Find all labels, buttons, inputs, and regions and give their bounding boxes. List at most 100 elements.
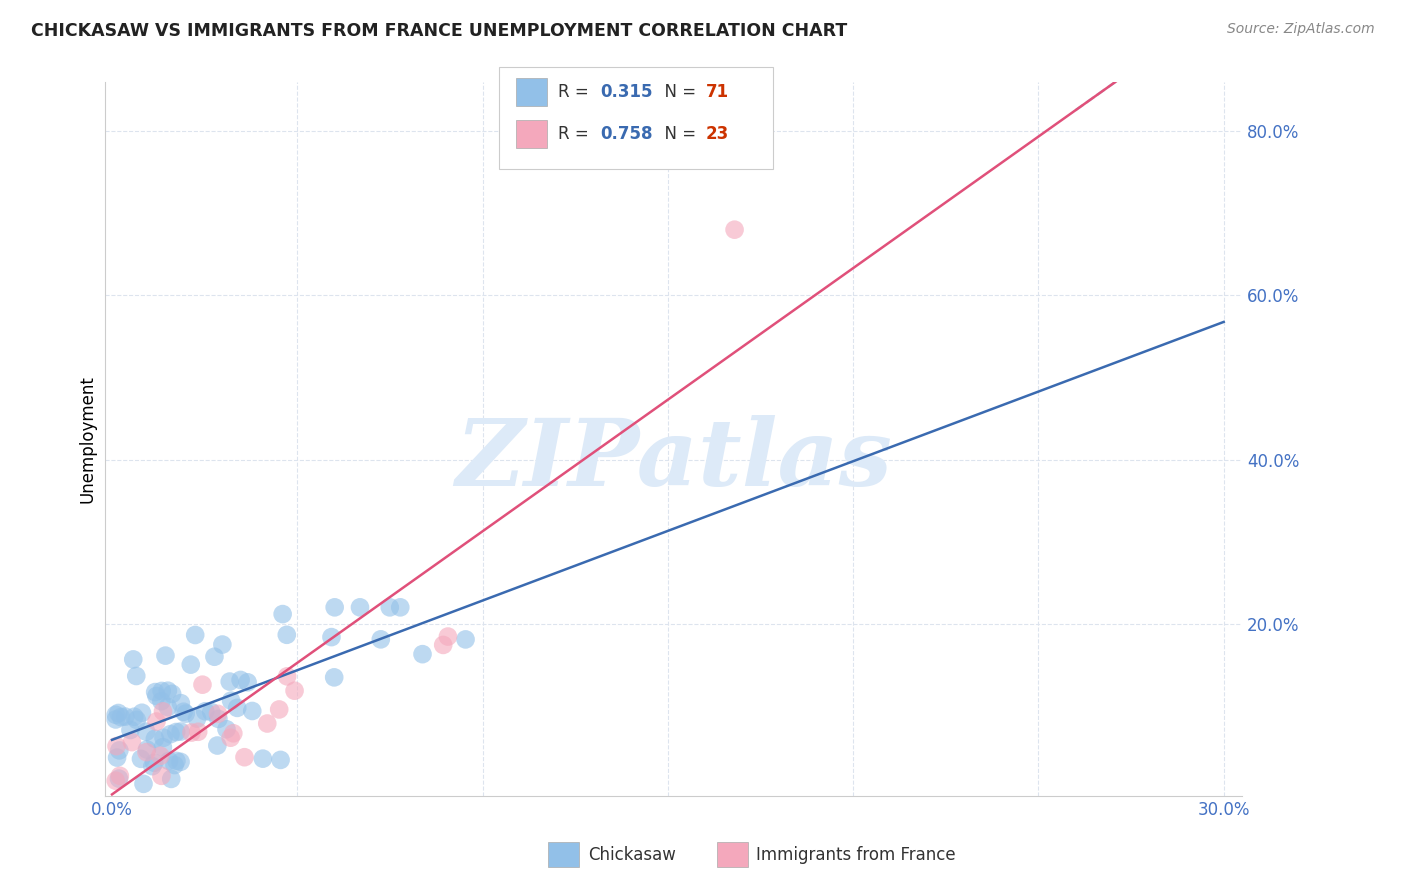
Point xyxy=(132,777,155,791)
Text: CHICKASAW VS IMMIGRANTS FROM FRANCE UNEMPLOYMENT CORRELATION CHART: CHICKASAW VS IMMIGRANTS FROM FRANCE UNEM… xyxy=(31,22,848,40)
Point xyxy=(215,723,238,737)
Point xyxy=(157,754,180,768)
Point xyxy=(276,669,298,683)
Point xyxy=(131,706,153,720)
Point xyxy=(159,727,181,741)
Point xyxy=(270,753,292,767)
Text: 23: 23 xyxy=(706,125,730,143)
Text: Immigrants from France: Immigrants from France xyxy=(756,846,956,863)
Point xyxy=(135,724,157,739)
Point xyxy=(226,701,249,715)
Point xyxy=(184,628,207,642)
Point xyxy=(104,707,127,722)
Point xyxy=(104,773,127,788)
Point xyxy=(107,706,129,720)
Point xyxy=(170,696,193,710)
Point xyxy=(191,678,214,692)
Point xyxy=(187,724,209,739)
Point xyxy=(218,674,240,689)
Point xyxy=(152,740,174,755)
Text: 0.315: 0.315 xyxy=(600,83,652,101)
Point xyxy=(186,712,208,726)
Point xyxy=(165,725,187,739)
Text: R =: R = xyxy=(558,125,595,143)
Point xyxy=(229,673,252,687)
Point xyxy=(200,705,222,719)
Point xyxy=(105,750,128,764)
Text: 0.758: 0.758 xyxy=(600,125,652,143)
Point xyxy=(219,731,242,745)
Point xyxy=(207,712,229,726)
Point xyxy=(269,702,291,716)
Point xyxy=(120,723,142,737)
Text: N =: N = xyxy=(654,125,702,143)
Point xyxy=(141,759,163,773)
Point xyxy=(104,713,127,727)
Point xyxy=(169,755,191,769)
Point xyxy=(110,710,132,724)
Point xyxy=(136,742,159,756)
Point xyxy=(211,638,233,652)
Point xyxy=(271,607,294,621)
Point xyxy=(129,752,152,766)
Point xyxy=(207,739,229,753)
Point xyxy=(236,675,259,690)
Point xyxy=(219,693,242,707)
Point xyxy=(256,716,278,731)
Point xyxy=(156,700,179,714)
Point xyxy=(389,600,412,615)
Point xyxy=(323,600,346,615)
Point xyxy=(454,632,477,647)
Point xyxy=(125,669,148,683)
Point xyxy=(105,739,128,753)
Point xyxy=(114,709,136,723)
Point xyxy=(108,769,131,783)
Point xyxy=(135,745,157,759)
Point xyxy=(143,685,166,699)
Point xyxy=(432,638,454,652)
Point xyxy=(437,630,460,644)
Text: N =: N = xyxy=(654,83,702,101)
Point xyxy=(180,657,202,672)
Point xyxy=(174,706,197,721)
Point xyxy=(173,705,195,719)
Point xyxy=(165,754,187,768)
Point xyxy=(349,600,371,615)
Point xyxy=(378,600,401,615)
Point xyxy=(143,731,166,746)
Point xyxy=(233,750,256,764)
Point xyxy=(240,704,263,718)
Point xyxy=(252,752,274,766)
Point xyxy=(204,649,226,664)
Point xyxy=(155,648,177,663)
Text: ZIPatlas: ZIPatlas xyxy=(456,416,891,506)
Point xyxy=(323,670,346,684)
Point xyxy=(152,731,174,745)
Point xyxy=(170,724,193,739)
Point xyxy=(150,684,173,698)
Point xyxy=(160,687,183,701)
Point xyxy=(321,630,343,644)
Point xyxy=(125,713,148,727)
Text: R =: R = xyxy=(558,83,595,101)
Point xyxy=(723,222,745,236)
Point xyxy=(156,683,179,698)
Text: Source: ZipAtlas.com: Source: ZipAtlas.com xyxy=(1227,22,1375,37)
Point xyxy=(152,704,174,718)
Point xyxy=(160,772,183,786)
Point xyxy=(122,652,145,666)
Point xyxy=(412,647,434,661)
Point xyxy=(150,769,173,783)
Point xyxy=(222,726,245,740)
Y-axis label: Unemployment: Unemployment xyxy=(79,376,96,503)
Point xyxy=(180,725,202,739)
Point xyxy=(121,735,143,749)
Point xyxy=(149,748,172,763)
Point xyxy=(108,743,131,757)
Point xyxy=(207,706,229,721)
Point xyxy=(284,683,307,698)
Point xyxy=(108,772,131,786)
Point xyxy=(370,632,392,647)
Point xyxy=(276,628,298,642)
Point xyxy=(145,689,167,703)
